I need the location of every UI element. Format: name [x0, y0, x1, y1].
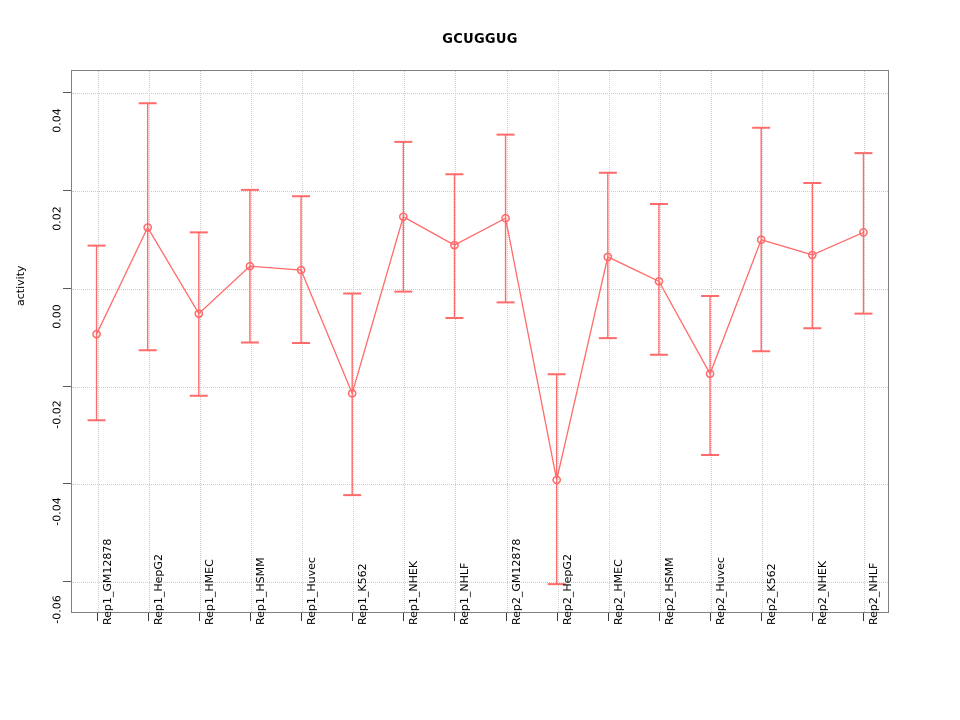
- y-gridline: [72, 484, 888, 486]
- x-axis-label-rep1_k562: Rep1_K562: [356, 563, 370, 625]
- y-axis-label: -0.06: [50, 595, 64, 624]
- x-gridline: [404, 71, 406, 612]
- x-axis-label-rep1_hmec: Rep1_HMEC: [202, 559, 216, 625]
- x-axis-label-rep2_gm12878: Rep2_GM12878: [509, 538, 523, 625]
- x-gridline: [762, 71, 764, 612]
- y-axis-tick: [63, 189, 71, 191]
- x-axis-label-rep2_k562: Rep2_K562: [765, 563, 779, 625]
- x-gridline: [455, 71, 457, 612]
- x-gridline: [813, 71, 815, 612]
- x-axis-label-rep1_gm12878: Rep1_GM12878: [100, 538, 114, 625]
- x-axis-label-rep1_nhlf: Rep1_NHLF: [458, 562, 472, 625]
- y-axis-label: 0.04: [50, 108, 64, 133]
- x-axis-tick: [403, 613, 405, 621]
- y-axis-tick: [63, 385, 71, 387]
- y-gridline: [72, 190, 888, 192]
- page-title: GCUGGUG: [442, 32, 518, 47]
- x-axis-tick: [301, 613, 303, 621]
- x-gridline: [557, 71, 559, 612]
- x-gridline: [659, 71, 661, 612]
- x-axis-tick: [658, 613, 660, 621]
- plot-area: [71, 70, 889, 613]
- x-gridline: [148, 71, 150, 612]
- x-axis-label-rep2_hmec: Rep2_HMEC: [611, 559, 625, 625]
- y-axis-tick: [63, 92, 71, 93]
- x-gridline: [864, 71, 866, 612]
- x-axis-tick: [249, 613, 251, 621]
- x-axis-tick: [556, 613, 558, 621]
- y-axis-tick: [63, 287, 71, 289]
- x-gridline: [199, 71, 201, 612]
- x-gridline: [302, 71, 304, 612]
- x-axis-label-rep1_hsmm: Rep1_HSMM: [253, 557, 267, 625]
- y-axis-label: 0.02: [50, 206, 64, 231]
- x-axis-tick: [607, 613, 609, 621]
- x-axis-tick: [863, 613, 865, 621]
- y-axis-title: activity: [14, 265, 27, 306]
- x-axis-tick: [812, 613, 814, 621]
- x-axis-label-rep2_huvec: Rep2_Huvec: [714, 557, 728, 625]
- y-axis-label: -0.02: [50, 399, 64, 429]
- x-axis-label-rep2_nhlf: Rep2_NHLF: [867, 562, 881, 625]
- x-axis-tick: [96, 613, 98, 621]
- x-axis-tick: [761, 613, 763, 621]
- y-axis-label: -0.04: [50, 497, 64, 527]
- y-gridline: [72, 93, 888, 94]
- y-axis-label: 0.00: [50, 303, 64, 329]
- y-gridline: [72, 582, 888, 584]
- plot-inner: [72, 71, 888, 612]
- x-axis-label-rep1_nhek: Rep1_NHEK: [407, 560, 421, 625]
- y-axis-tick: [63, 581, 71, 583]
- x-gridline: [250, 71, 252, 612]
- y-axis-tick: [63, 483, 71, 485]
- x-gridline: [353, 71, 355, 612]
- x-axis-label-rep1_hepg2: Rep1_HepG2: [151, 554, 165, 625]
- x-axis-tick: [352, 613, 354, 621]
- x-axis-label-rep2_hsmm: Rep2_HSMM: [662, 557, 676, 625]
- x-axis-label-rep2_nhek: Rep2_NHEK: [816, 560, 830, 625]
- x-axis-tick: [198, 613, 200, 621]
- x-gridline: [608, 71, 610, 612]
- x-axis-tick: [454, 613, 456, 621]
- x-gridline: [506, 71, 508, 612]
- x-axis-tick: [147, 613, 149, 621]
- x-axis-label-rep2_hepg2: Rep2_HepG2: [560, 554, 574, 625]
- y-gridline: [72, 288, 888, 290]
- x-axis-tick: [505, 613, 507, 621]
- x-gridline: [711, 71, 713, 612]
- x-axis-tick: [710, 613, 712, 621]
- y-gridline: [72, 386, 888, 388]
- x-axis-label-rep1_huvec: Rep1_Huvec: [305, 557, 319, 625]
- x-gridline: [97, 71, 99, 612]
